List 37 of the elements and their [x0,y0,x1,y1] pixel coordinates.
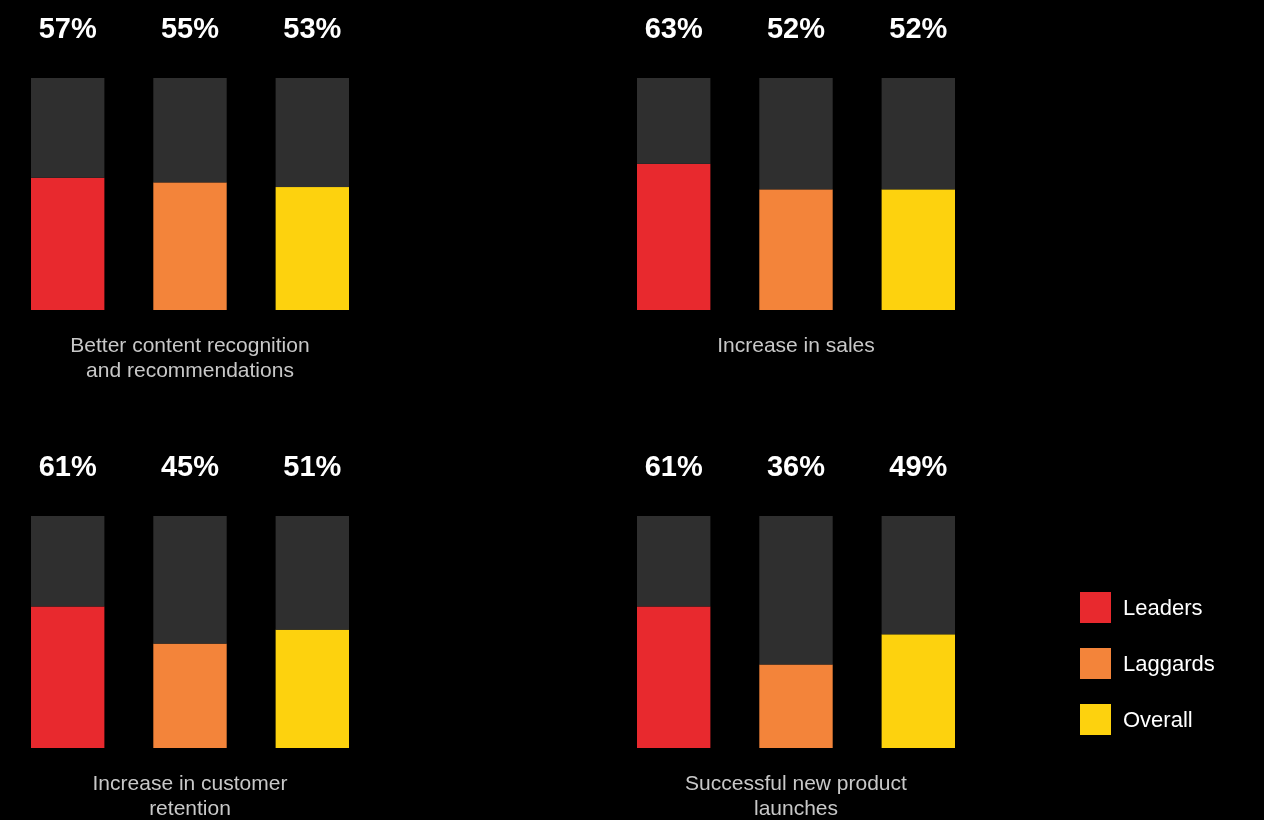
data-label: 52% [889,12,948,44]
data-label: 57% [38,12,97,44]
bar [153,643,227,748]
x-axis-title: Increase in customer retention [92,771,288,819]
bar [275,187,349,310]
bar [31,516,105,607]
bar [31,78,105,178]
data-label: 55% [160,12,220,44]
category-label: Overall [1123,707,1193,732]
bar [759,516,833,665]
data-label: 53% [283,12,342,44]
x-axis-title: Increase in sales [717,333,875,356]
data-label: 61% [644,450,703,482]
data-label: 36% [766,450,826,482]
bar [759,664,833,748]
bar [31,177,105,310]
data-label: 61% [38,450,97,482]
bar [153,78,227,183]
data-label: 49% [889,450,948,482]
bar [275,629,349,748]
x-axis-title: Successful new product launches [685,771,908,819]
bar [153,182,227,310]
bar [275,78,349,188]
bar [881,634,955,748]
data-label: 45% [160,450,220,482]
bar [275,516,349,630]
bar [31,606,105,748]
x-axis-title: Better content recognition and recommendations [70,333,310,381]
data-label: 52% [766,12,826,44]
data-label: 51% [283,450,342,482]
bar [153,516,227,644]
bar [637,516,711,607]
category-label: Leaders [1123,595,1203,620]
data-label: 63% [644,12,703,44]
bar [881,516,955,635]
category-label: Laggards [1123,651,1215,676]
bar [637,606,711,748]
